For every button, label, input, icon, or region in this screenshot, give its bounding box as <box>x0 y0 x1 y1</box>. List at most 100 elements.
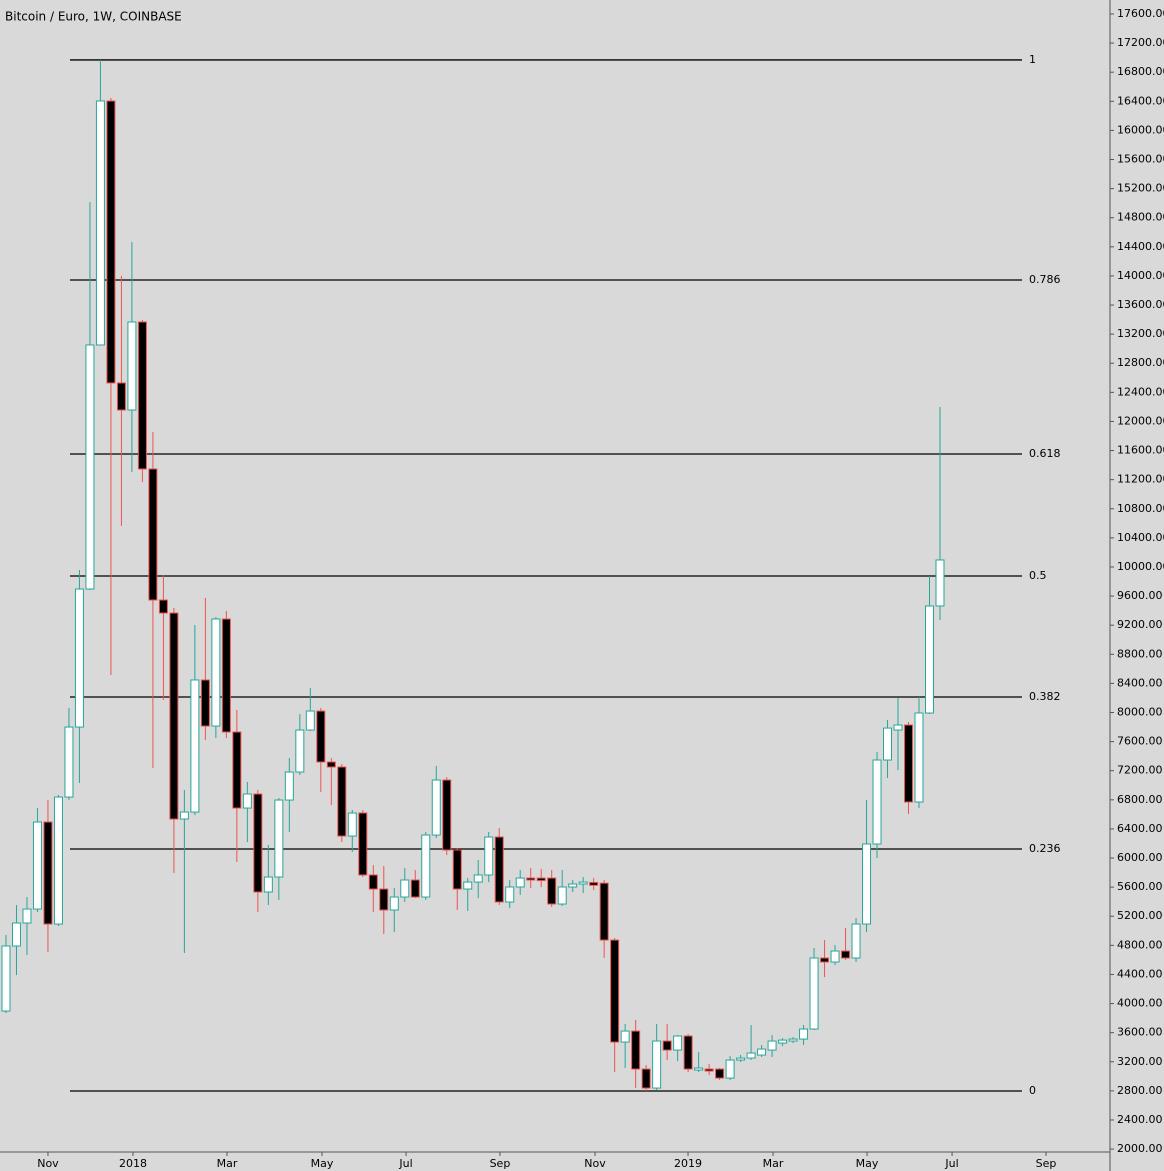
candle-body <box>463 881 473 890</box>
candle-body <box>599 882 609 941</box>
candle-body <box>862 843 872 925</box>
x-tick-label: Mar <box>763 1157 784 1170</box>
y-tick-label: 10000.00 <box>1117 560 1164 573</box>
candle-body <box>767 1040 777 1051</box>
candle-body <box>337 766 347 837</box>
x-tick-label: Jul <box>398 1157 412 1170</box>
candle-body <box>137 321 147 470</box>
candle-body <box>725 1059 735 1079</box>
fib-level-label: 0.786 <box>1029 273 1061 286</box>
y-tick-label: 11200.00 <box>1117 473 1164 486</box>
y-tick-label: 2000.00 <box>1117 1142 1163 1155</box>
candle-body <box>358 812 368 876</box>
candle-body <box>232 731 242 809</box>
candle-body <box>85 344 95 590</box>
fib-level-label: 0.5 <box>1029 569 1047 582</box>
x-tick-label: Nov <box>584 1157 606 1170</box>
candle-body <box>547 877 557 905</box>
y-tick-label: 8000.00 <box>1117 706 1163 719</box>
candle-body <box>557 886 567 905</box>
y-tick-label: 14000.00 <box>1117 269 1164 282</box>
y-tick-label: 17600.00 <box>1117 7 1164 20</box>
candle-body <box>673 1035 683 1051</box>
y-tick-label: 4800.00 <box>1117 938 1163 951</box>
candle-body <box>221 618 231 733</box>
candle-body <box>851 923 861 959</box>
candle-body <box>505 886 515 903</box>
x-tick-label: May <box>311 1157 334 1170</box>
y-tick-label: 3200.00 <box>1117 1055 1163 1068</box>
candle-body <box>64 726 74 798</box>
y-tick-label: 12000.00 <box>1117 414 1164 427</box>
x-tick-label: 2018 <box>119 1157 147 1170</box>
y-tick-label: 13600.00 <box>1117 298 1164 311</box>
fib-level-label: 0.382 <box>1029 690 1061 703</box>
candle-body <box>631 1030 641 1070</box>
candle-body <box>715 1068 725 1079</box>
candle-body <box>116 382 126 411</box>
x-tick-label: Nov <box>37 1157 59 1170</box>
y-tick-label: 12400.00 <box>1117 385 1164 398</box>
candle-body <box>127 321 137 411</box>
fib-level-label: 0.236 <box>1029 842 1061 855</box>
candle-body <box>53 796 63 925</box>
candle-body <box>421 834 431 898</box>
y-tick-label: 6400.00 <box>1117 822 1163 835</box>
chart-title: Bitcoin / Euro, 1W, COINBASE <box>5 10 182 24</box>
candle-body <box>400 879 410 898</box>
y-tick-label: 4400.00 <box>1117 967 1163 980</box>
fib-level-label: 0 <box>1029 1084 1036 1097</box>
candle-body <box>242 793 252 809</box>
candle-body <box>211 618 221 727</box>
candle-body <box>809 957 819 1030</box>
candle-body <box>284 771 294 801</box>
candle-body <box>515 877 525 888</box>
candle-body <box>914 712 924 803</box>
y-tick-label: 2800.00 <box>1117 1084 1163 1097</box>
candle-body <box>746 1052 756 1059</box>
candle-body <box>95 100 105 346</box>
candle-body <box>883 727 893 761</box>
x-tick-label: 2019 <box>674 1157 702 1170</box>
candle-body <box>1 945 11 1012</box>
candle-body <box>526 877 536 881</box>
candle-body <box>694 1067 704 1071</box>
candle-body <box>274 799 284 878</box>
x-tick-label: Sep <box>490 1157 511 1170</box>
y-tick-label: 4000.00 <box>1117 997 1163 1010</box>
candle-body <box>799 1028 809 1040</box>
candle-body <box>368 874 378 890</box>
candle-body <box>158 599 168 614</box>
candle-body <box>263 876 273 893</box>
candle-body <box>431 779 441 836</box>
fib-level-label: 0.618 <box>1029 447 1061 460</box>
y-tick-label: 9200.00 <box>1117 618 1163 631</box>
candle-body <box>347 812 357 837</box>
candle-body <box>641 1068 651 1089</box>
y-tick-label: 15200.00 <box>1117 182 1164 195</box>
candle-body <box>32 821 42 910</box>
candle-body <box>820 957 830 963</box>
candle-body <box>830 950 840 963</box>
candle-body <box>295 729 305 773</box>
candle-body <box>316 710 326 763</box>
candle-body <box>589 881 599 886</box>
candle-body <box>904 724 914 803</box>
y-tick-label: 8400.00 <box>1117 676 1163 689</box>
y-tick-label: 6000.00 <box>1117 851 1163 864</box>
candle-body <box>200 679 210 727</box>
candle-body <box>872 759 882 845</box>
y-tick-label: 16400.00 <box>1117 94 1164 107</box>
candle-body <box>620 1030 630 1043</box>
candle-body <box>484 836 494 876</box>
y-tick-label: 11600.00 <box>1117 444 1164 457</box>
candle-body <box>452 849 462 890</box>
x-tick-label: Jul <box>944 1157 958 1170</box>
candle-body <box>788 1038 798 1042</box>
candle-body <box>326 761 336 768</box>
y-tick-label: 16000.00 <box>1117 123 1164 136</box>
candle-body <box>410 879 420 898</box>
candle-body <box>662 1040 672 1051</box>
